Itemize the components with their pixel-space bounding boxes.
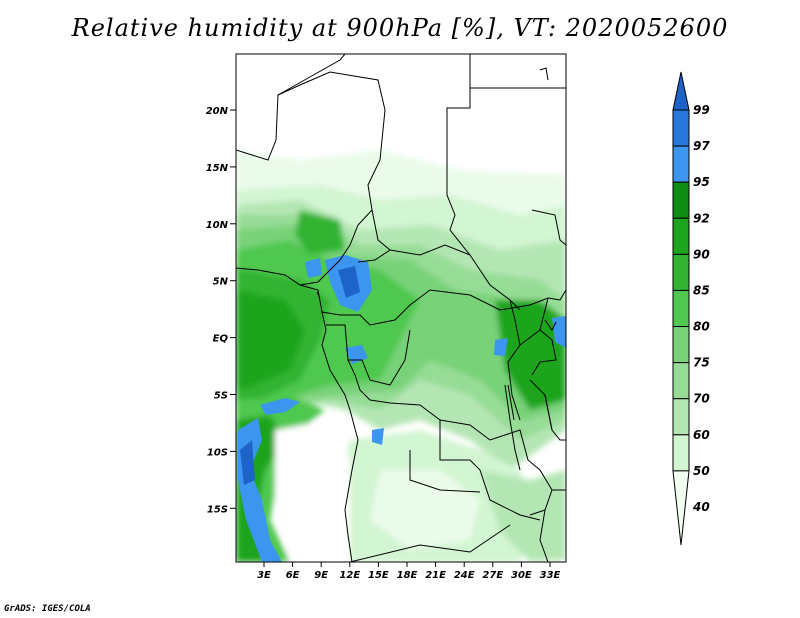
lat-label: 20N [206, 106, 229, 117]
lat-label: EQ [213, 334, 229, 345]
footer-credit: GrADS: IGES/COLA [4, 604, 91, 614]
chart-title: Relative humidity at 900hPa [%], VT: 202… [71, 14, 729, 42]
lon-label: 3E [257, 570, 271, 581]
colorbar-label: 80 [693, 320, 710, 334]
colorbar-label: 50 [693, 464, 710, 478]
colorbar-swatch [672, 181, 690, 219]
colorbar-label: 92 [693, 211, 710, 225]
lon-label: 24E [454, 570, 475, 581]
colorbar-swatch [672, 362, 690, 400]
lon-label: 9E [314, 570, 328, 581]
map-frame [235, 53, 567, 563]
lat-label: 5N [213, 277, 229, 288]
colorbar-swatch [672, 434, 690, 472]
colorbar-label: 97 [693, 139, 710, 153]
colorbar: 99 97 95 92 90 85 80 75 70 60 50 40 [672, 71, 710, 546]
lon-label: 18E [397, 570, 418, 581]
colorbar-swatch [672, 470, 690, 546]
lat-label: 15N [206, 163, 229, 174]
colorbar-swatch [672, 398, 690, 436]
colorbar-label: 99 [693, 103, 710, 117]
colorbar-swatch [672, 289, 690, 328]
colorbar-label: 40 [692, 500, 710, 514]
colorbar-label: 95 [693, 175, 710, 189]
colorbar-label: 60 [693, 428, 710, 442]
lon-label: 6E [286, 570, 300, 581]
colorbar-swatch [672, 71, 690, 111]
colorbar-label: 75 [693, 356, 710, 370]
lat-label: 10S [207, 447, 228, 458]
longitude-axis: 3E 6E 9E 12E 15E 18E 21E 24E 27E 30E 33E [257, 562, 561, 581]
lon-label: 15E [368, 570, 389, 581]
colorbar-swatch [672, 326, 690, 364]
lon-label: 12E [339, 570, 360, 581]
colorbar-label: 90 [693, 247, 710, 261]
lon-label: 21E [425, 570, 446, 581]
colorbar-swatch [672, 217, 690, 255]
colorbar-swatch [672, 145, 690, 183]
humidity-field [236, 54, 566, 562]
lon-label: 27E [482, 570, 503, 581]
latitude-axis: 20N 15N 10N 5N EQ 5S 10S 15S [206, 106, 236, 515]
lon-label: 33E [540, 570, 561, 581]
lat-label: 5S [214, 391, 228, 402]
lon-label: 30E [511, 570, 532, 581]
colorbar-label: 70 [693, 392, 710, 406]
lat-label: 10N [206, 220, 229, 231]
colorbar-swatch [672, 253, 690, 291]
lat-label: 15S [207, 504, 228, 515]
colorbar-label: 85 [693, 283, 710, 297]
colorbar-swatch [672, 109, 690, 147]
